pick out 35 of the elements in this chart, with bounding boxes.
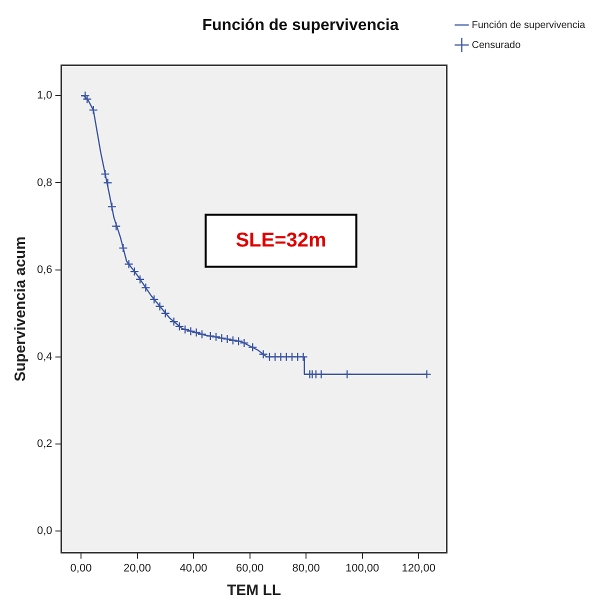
y-tick-label: 1,0	[36, 90, 52, 102]
point	[150, 294, 159, 304]
x-tick-label: 120,00	[402, 562, 436, 574]
point	[103, 178, 112, 188]
point	[82, 94, 92, 104]
x-tick-label: 20,00	[123, 562, 152, 574]
point	[107, 202, 117, 212]
y-tick-label: 0,8	[36, 176, 52, 189]
point	[118, 243, 128, 253]
y-tick-label: 0,6	[36, 264, 52, 276]
point	[112, 222, 121, 231]
chart-title: Función de supervivencia	[202, 17, 399, 34]
point	[88, 105, 98, 115]
x-axis-title: TEM LL	[226, 582, 282, 600]
x-tick-label: 100,00	[346, 562, 380, 574]
point	[130, 266, 140, 276]
y-axis-title: Supervivencia acum	[12, 236, 30, 382]
legend-label: Función de supervivencia	[472, 20, 586, 31]
y-tick-label: 0,4	[36, 350, 52, 363]
point	[248, 342, 258, 352]
x-tick-label: 0,00	[70, 562, 92, 574]
legend-label: Censurado	[472, 40, 522, 51]
annotation: SLE=32m	[236, 229, 326, 252]
x-tick-label: 80,00	[292, 562, 320, 574]
point	[124, 260, 134, 269]
point	[206, 331, 216, 341]
x-tick-label: 60,00	[236, 562, 264, 574]
point	[160, 308, 170, 318]
point	[100, 169, 110, 179]
y-tick-label: 0,0	[36, 525, 52, 538]
point	[155, 302, 164, 311]
point	[135, 274, 145, 284]
x-tick-label: 40,00	[180, 562, 208, 574]
point	[141, 283, 150, 292]
y-tick-label: 0,2	[36, 438, 52, 450]
